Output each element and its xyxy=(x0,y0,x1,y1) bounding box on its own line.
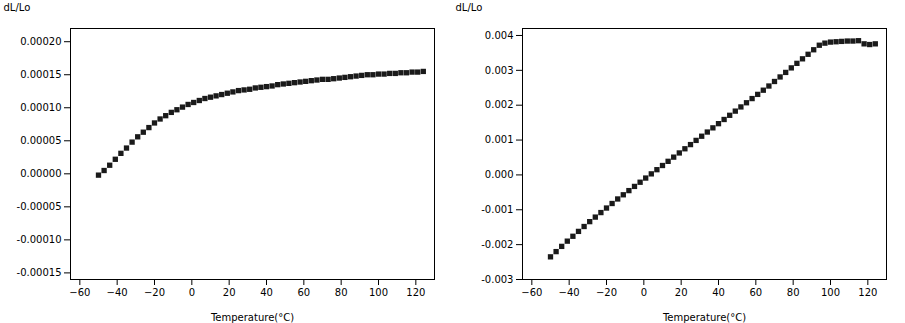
svg-text:−40: −40 xyxy=(559,287,580,298)
svg-text:-0.003: -0.003 xyxy=(481,274,513,285)
svg-text:dL/Lo: dL/Lo xyxy=(4,2,31,13)
svg-text:20: 20 xyxy=(675,287,688,298)
svg-text:−60: −60 xyxy=(69,287,90,298)
svg-text:40: 40 xyxy=(712,287,725,298)
svg-text:−60: −60 xyxy=(521,287,542,298)
svg-text:-0.002: -0.002 xyxy=(481,239,513,250)
svg-text:−20: −20 xyxy=(144,287,165,298)
svg-text:0.00000: 0.00000 xyxy=(20,168,61,179)
svg-text:0.000: 0.000 xyxy=(485,169,514,180)
svg-text:100: 100 xyxy=(369,287,388,298)
svg-text:Temperature(°C): Temperature(°C) xyxy=(210,312,294,323)
svg-text:0.002: 0.002 xyxy=(485,99,514,110)
svg-text:60: 60 xyxy=(297,287,310,298)
svg-text:0.00010: 0.00010 xyxy=(20,102,61,113)
svg-text:0: 0 xyxy=(189,287,195,298)
svg-text:0.00005: 0.00005 xyxy=(20,135,61,146)
svg-text:20: 20 xyxy=(223,287,236,298)
svg-text:60: 60 xyxy=(749,287,762,298)
svg-text:0.00020: 0.00020 xyxy=(20,36,61,47)
svg-text:120: 120 xyxy=(858,287,877,298)
svg-text:80: 80 xyxy=(335,287,348,298)
svg-text:120: 120 xyxy=(406,287,425,298)
svg-text:Temperature(°C): Temperature(°C) xyxy=(662,312,746,323)
svg-text:100: 100 xyxy=(821,287,840,298)
svg-text:80: 80 xyxy=(787,287,800,298)
svg-text:-0.00015: -0.00015 xyxy=(17,267,62,278)
svg-text:0.003: 0.003 xyxy=(485,65,514,76)
svg-text:-0.00010: -0.00010 xyxy=(17,234,62,245)
svg-text:dL/Lo: dL/Lo xyxy=(456,2,483,13)
svg-text:40: 40 xyxy=(260,287,273,298)
svg-text:−40: −40 xyxy=(107,287,128,298)
svg-text:0.004: 0.004 xyxy=(485,30,514,41)
svg-text:−20: −20 xyxy=(596,287,617,298)
svg-text:0.00015: 0.00015 xyxy=(20,69,61,80)
svg-text:-0.001: -0.001 xyxy=(481,204,513,215)
svg-text:-0.00005: -0.00005 xyxy=(17,201,62,212)
svg-text:0: 0 xyxy=(641,287,647,298)
svg-text:0.001: 0.001 xyxy=(485,134,514,145)
